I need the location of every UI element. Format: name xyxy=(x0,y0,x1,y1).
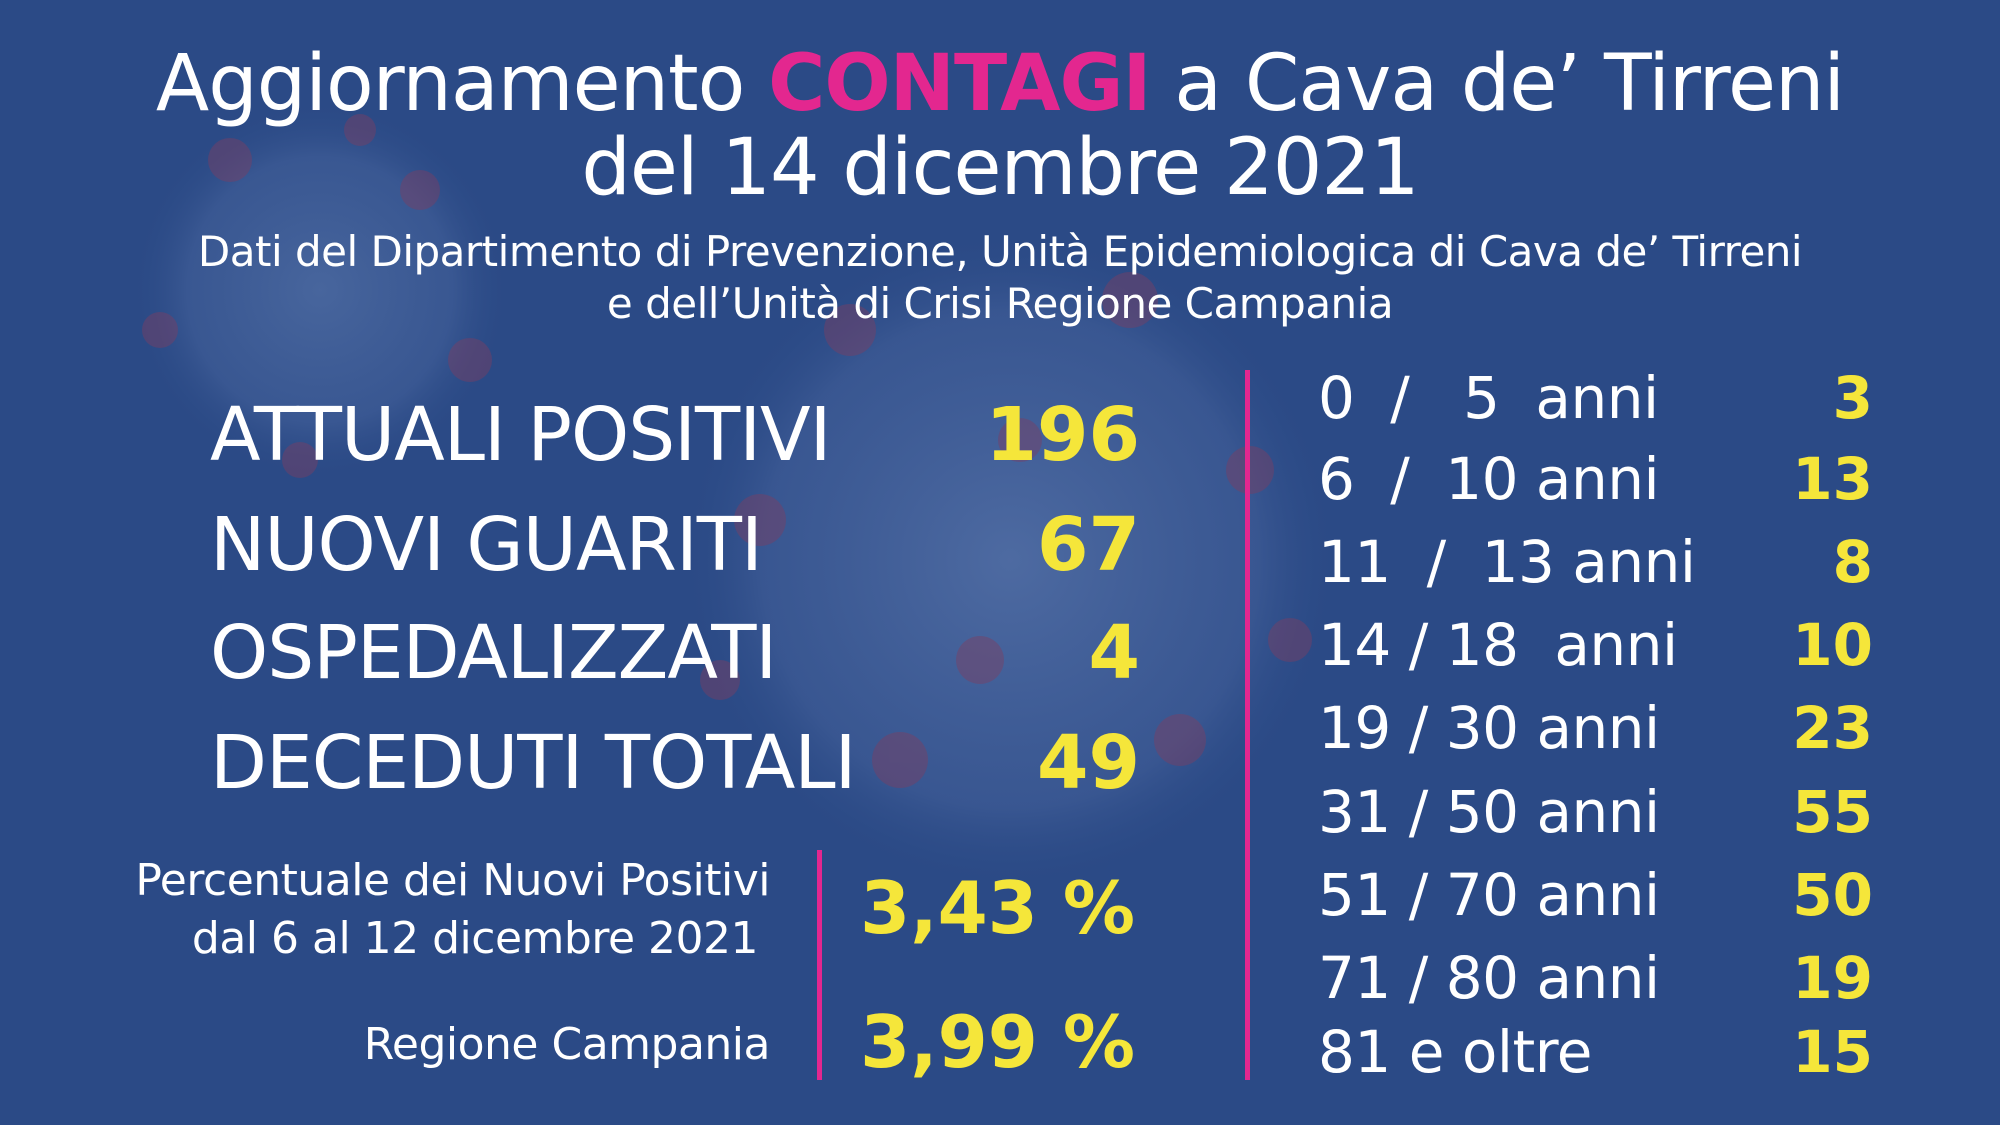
percent-local-label: Percentuale dei Nuovi Positivi dal 6 al … xyxy=(135,852,770,968)
percent-local-label-line-2: dal 6 al 12 dicembre 2021 xyxy=(191,913,759,964)
age-row: 81 e oltre 15 xyxy=(1318,1016,1873,1088)
age-label: 14 / 18 anni xyxy=(1318,611,1678,679)
stat-value: 67 xyxy=(1037,502,1140,588)
stat-value: 196 xyxy=(985,392,1140,478)
stat-row-deceduti: DECEDUTI TOTALI 49 xyxy=(210,718,1140,808)
title-suffix: a Cava de’ Tirreni xyxy=(1150,39,1845,129)
age-row: 19 / 30 anni 23 xyxy=(1318,692,1873,764)
subtitle-line-2: e dell’Unità di Crisi Regione Campania xyxy=(606,279,1394,328)
age-label: 81 e oltre xyxy=(1318,1018,1592,1086)
age-row: 71 / 80 anni 19 xyxy=(1318,942,1873,1014)
subtitle-line-1: Dati del Dipartimento di Prevenzione, Un… xyxy=(197,227,1803,276)
age-row: 31 / 50 anni 55 xyxy=(1318,776,1873,848)
age-value: 3 xyxy=(1832,364,1873,432)
age-row: 14 / 18 anni 10 xyxy=(1318,609,1873,681)
percent-region-label: Regione Campania xyxy=(363,1019,771,1070)
percent-local-value: 3,43 % xyxy=(860,866,1135,950)
age-value: 10 xyxy=(1792,611,1873,679)
stat-row-positivi: ATTUALI POSITIVI 196 xyxy=(210,390,1140,480)
age-row: 6 / 10 anni 13 xyxy=(1318,443,1873,515)
age-value: 8 xyxy=(1832,528,1873,596)
percent-local-label-line-1: Percentuale dei Nuovi Positivi xyxy=(135,855,770,906)
age-divider xyxy=(1245,370,1250,1080)
header: Aggiornamento CONTAGI a Cava de’ Tirreni… xyxy=(0,42,2000,210)
age-value: 50 xyxy=(1792,861,1873,929)
age-label: 6 / 10 anni xyxy=(1318,445,1660,513)
age-value: 15 xyxy=(1792,1018,1873,1086)
age-value: 55 xyxy=(1792,778,1873,846)
title-date: del 14 dicembre 2021 xyxy=(581,123,1419,213)
percent-divider xyxy=(817,850,822,1080)
title-prefix: Aggiornamento xyxy=(155,39,769,129)
age-row: 0 / 5 anni 3 xyxy=(1318,362,1873,434)
age-value: 13 xyxy=(1792,445,1873,513)
percent-region-value: 3,99 % xyxy=(860,1000,1135,1084)
age-label: 0 / 5 anni xyxy=(1318,364,1659,432)
stat-row-guariti: NUOVI GUARITI 67 xyxy=(210,500,1140,590)
subtitle: Dati del Dipartimento di Prevenzione, Un… xyxy=(0,226,2000,330)
stat-label: ATTUALI POSITIVI xyxy=(210,392,831,478)
age-label: 31 / 50 anni xyxy=(1318,778,1660,846)
age-value: 19 xyxy=(1792,944,1873,1012)
age-row: 11 / 13 anni 8 xyxy=(1318,526,1873,598)
stat-label: OSPEDALIZZATI xyxy=(210,610,777,696)
age-label: 11 / 13 anni xyxy=(1318,528,1696,596)
title-accent: CONTAGI xyxy=(768,39,1151,129)
age-label: 51 / 70 anni xyxy=(1318,861,1660,929)
page-title: Aggiornamento CONTAGI a Cava de’ Tirreni xyxy=(0,42,2000,126)
stat-label: NUOVI GUARITI xyxy=(210,502,763,588)
stat-value: 4 xyxy=(1088,610,1141,696)
age-row: 51 / 70 anni 50 xyxy=(1318,859,1873,931)
age-label: 71 / 80 anni xyxy=(1318,944,1660,1012)
stat-row-ospedalizzati: OSPEDALIZZATI 4 xyxy=(210,608,1140,698)
age-value: 23 xyxy=(1792,694,1873,762)
age-label: 19 / 30 anni xyxy=(1318,694,1660,762)
stat-label: DECEDUTI TOTALI xyxy=(210,720,856,806)
stat-value: 49 xyxy=(1037,720,1140,806)
